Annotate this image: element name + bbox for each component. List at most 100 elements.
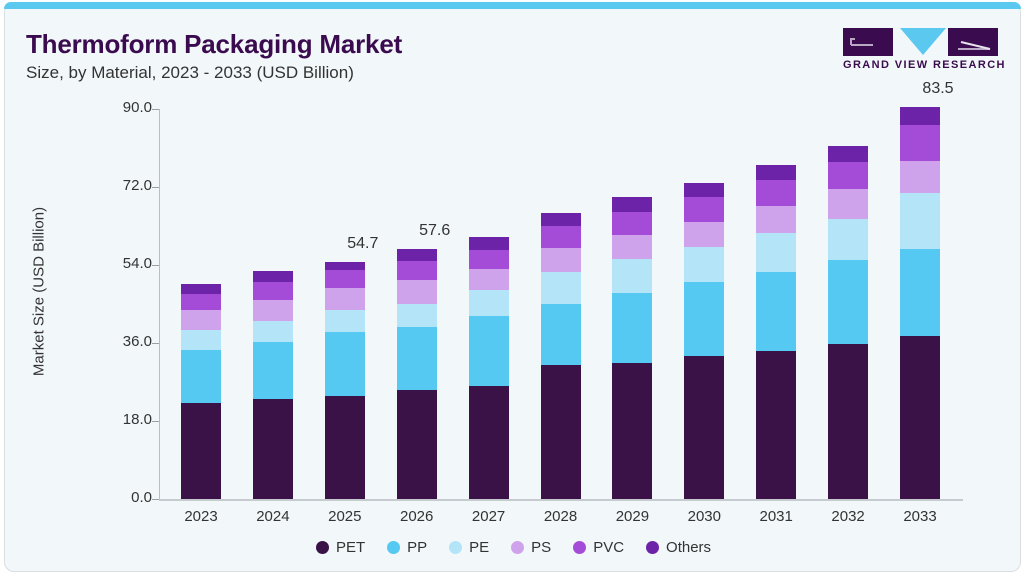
bar-segment-pp[interactable] bbox=[684, 282, 725, 356]
bar-segment-pp[interactable] bbox=[900, 248, 940, 337]
bar-2032[interactable] bbox=[828, 76, 869, 571]
bar-segment-pe[interactable] bbox=[612, 259, 653, 294]
bar-segment-ps[interactable] bbox=[756, 206, 797, 234]
bar-segment-pp[interactable] bbox=[396, 326, 437, 391]
bar-segment-pe[interactable] bbox=[324, 310, 365, 332]
bar-segment-others[interactable] bbox=[684, 182, 725, 197]
bar-segment-pp[interactable] bbox=[252, 341, 293, 400]
bar-2030[interactable] bbox=[684, 76, 725, 571]
bar-segment-others[interactable] bbox=[828, 145, 869, 163]
bar-segment-ps[interactable] bbox=[612, 235, 653, 260]
legend-swatch-icon bbox=[315, 541, 329, 554]
bar-segment-ps[interactable] bbox=[540, 247, 581, 272]
bar-segment-others[interactable] bbox=[324, 262, 365, 271]
bar-segment-ps[interactable] bbox=[684, 221, 725, 247]
bar-segment-pe[interactable] bbox=[181, 329, 221, 350]
bar-segment-pvc[interactable] bbox=[540, 225, 581, 248]
bar-segment-pet[interactable] bbox=[540, 365, 581, 499]
bar-segment-others[interactable] bbox=[756, 165, 797, 181]
bar-segment-pp[interactable] bbox=[828, 259, 869, 344]
bar-segment-pe[interactable] bbox=[828, 218, 869, 260]
legend-item-others[interactable]: Others bbox=[646, 539, 711, 556]
bar-segment-pet[interactable] bbox=[612, 362, 653, 499]
bar-segment-pet[interactable] bbox=[252, 399, 293, 499]
y-axis-line bbox=[159, 109, 160, 500]
bar-segment-pp[interactable] bbox=[181, 349, 221, 403]
bar-segment-ps[interactable] bbox=[828, 188, 869, 219]
bar-segment-ps[interactable] bbox=[252, 299, 293, 321]
bar-segment-pp[interactable] bbox=[612, 293, 653, 363]
y-tick-text: 0.0 bbox=[131, 489, 152, 506]
bar-segment-pvc[interactable] bbox=[900, 125, 940, 162]
bar-2024[interactable] bbox=[252, 76, 293, 571]
top-accent-bar bbox=[4, 2, 1021, 9]
legend-item-pet[interactable]: PET bbox=[315, 539, 365, 556]
legend-item-pp[interactable]: PP bbox=[387, 539, 427, 556]
bar-segment-others[interactable] bbox=[181, 283, 221, 294]
legend-label: PS bbox=[531, 539, 552, 556]
bar-2026[interactable] bbox=[396, 76, 437, 571]
bar-2029[interactable] bbox=[612, 76, 653, 571]
bar-segment-pvc[interactable] bbox=[181, 293, 221, 310]
bar-segment-pet[interactable] bbox=[756, 350, 797, 499]
bar-segment-pe[interactable] bbox=[684, 246, 725, 283]
bar-segment-pet[interactable] bbox=[684, 356, 725, 499]
legend-item-pe[interactable]: PE bbox=[449, 539, 489, 556]
bar-segment-ps[interactable] bbox=[396, 280, 437, 304]
bar-segment-others[interactable] bbox=[468, 237, 509, 251]
bar-segment-pvc[interactable] bbox=[324, 270, 365, 289]
bar-segment-ps[interactable] bbox=[900, 161, 940, 194]
bar-segment-pvc[interactable] bbox=[828, 162, 869, 189]
bar-segment-pvc[interactable] bbox=[612, 212, 653, 236]
bar-segment-pvc[interactable] bbox=[684, 197, 725, 222]
brand-logo: GRAND VIEW RESEARCH bbox=[843, 27, 1004, 75]
bar-segment-others[interactable] bbox=[612, 196, 653, 213]
x-tick-label-2025: 2025 bbox=[328, 508, 362, 525]
bar-segment-pvc[interactable] bbox=[252, 281, 293, 300]
bar-segment-pe[interactable] bbox=[900, 193, 940, 249]
bar-segment-pe[interactable] bbox=[468, 289, 509, 317]
bar-2033[interactable] bbox=[900, 76, 940, 571]
bar-segment-pp[interactable] bbox=[324, 331, 365, 397]
y-tick-mark bbox=[152, 343, 159, 344]
bar-segment-pe[interactable] bbox=[396, 303, 437, 327]
legend-item-pvc[interactable]: PVC bbox=[573, 539, 624, 556]
bar-value-label-2026: 57.6 bbox=[419, 222, 451, 240]
bar-2025[interactable] bbox=[324, 76, 365, 571]
bar-segment-pp[interactable] bbox=[540, 304, 581, 366]
bar-segment-others[interactable] bbox=[396, 249, 437, 262]
x-tick-label-2031: 2031 bbox=[759, 508, 793, 525]
bar-segment-pet[interactable] bbox=[900, 336, 940, 499]
legend-label: Others bbox=[666, 539, 712, 556]
bar-segment-pet[interactable] bbox=[181, 402, 221, 499]
bar-segment-pvc[interactable] bbox=[468, 250, 509, 269]
y-tick-mark bbox=[152, 421, 159, 422]
bar-segment-pe[interactable] bbox=[756, 233, 797, 272]
bar-segment-pet[interactable] bbox=[396, 390, 437, 499]
legend-swatch-icon bbox=[646, 541, 660, 554]
bar-segment-ps[interactable] bbox=[468, 268, 509, 290]
bar-segment-pet[interactable] bbox=[324, 396, 365, 499]
bar-value-label-2025: 54.7 bbox=[347, 234, 379, 252]
bar-2028[interactable] bbox=[540, 76, 581, 571]
bar-segment-ps[interactable] bbox=[181, 309, 221, 330]
y-tick-text: 36.0 bbox=[122, 333, 152, 350]
bar-2027[interactable] bbox=[468, 76, 509, 571]
bar-segment-pp[interactable] bbox=[468, 316, 509, 386]
bar-segment-ps[interactable] bbox=[324, 288, 365, 311]
chart-legend: PET PP PE PS PVC Others bbox=[5, 539, 1020, 556]
legend-item-ps[interactable]: PS bbox=[511, 539, 551, 556]
bar-segment-others[interactable] bbox=[540, 212, 581, 226]
logo-glyph-icon bbox=[843, 28, 998, 56]
bar-2031[interactable] bbox=[756, 76, 797, 571]
bar-segment-pe[interactable] bbox=[252, 320, 293, 342]
bar-2023[interactable] bbox=[181, 76, 221, 571]
bar-segment-pp[interactable] bbox=[756, 271, 797, 351]
bar-segment-pe[interactable] bbox=[540, 271, 581, 305]
bar-segment-pet[interactable] bbox=[828, 343, 869, 499]
bar-segment-others[interactable] bbox=[900, 106, 940, 126]
bar-segment-pvc[interactable] bbox=[756, 180, 797, 207]
bar-segment-pet[interactable] bbox=[468, 385, 509, 499]
bar-segment-others[interactable] bbox=[252, 270, 293, 282]
bar-segment-pvc[interactable] bbox=[396, 261, 437, 281]
